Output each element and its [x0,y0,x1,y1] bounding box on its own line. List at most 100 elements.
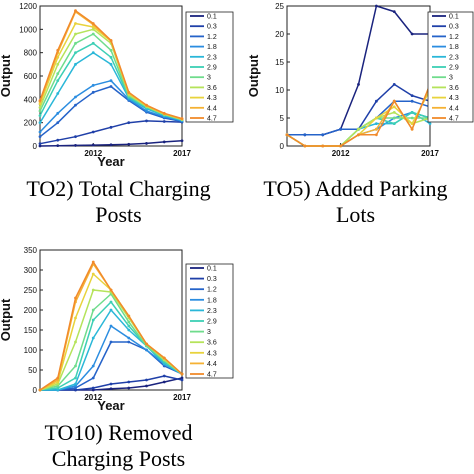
to5-legend-label: 2.3 [449,54,459,61]
to10-data-point [74,376,77,380]
to10-data-point [74,386,77,390]
to10-data-point [109,288,113,292]
to10-legend-label: 3 [207,329,211,336]
to2-legend-label: 0.1 [207,14,217,21]
to2-ytick-label: 400 [24,95,38,104]
to2-data-point [38,135,42,139]
to5-data-point [410,127,414,131]
to2-ytick-label: 1200 [19,2,37,11]
to2-data-point [56,72,60,76]
to5-data-point [392,122,396,125]
to5-data-point [285,133,289,137]
to2-x-axis-label: Year [97,154,124,169]
to2-data-point [74,95,77,99]
to5-ytick-label: 10 [275,86,284,95]
to2-data-point [38,130,42,134]
to10-data-point [145,384,148,388]
to2-plot-frame [39,5,183,147]
to5-data-point [374,4,378,8]
to10-data-point [56,376,60,380]
to5-data-point [410,32,414,36]
to5-data-point [321,144,325,148]
caption-to10: TO10) Removed Charging Posts [0,420,237,472]
to2-data-point [162,111,166,115]
to2-data-point [38,99,42,102]
to10-data-point [162,356,166,360]
to2-data-point [109,85,113,88]
to2-data-point [109,62,113,66]
to2-data-point [38,106,42,109]
to2-data-point [74,135,77,139]
to10-data-point [56,386,60,390]
to10-data-point [74,382,77,386]
to10-data-point [74,296,77,300]
to10-data-point [180,376,184,380]
to2-data-point [38,114,42,118]
caption-to5-line1: TO5) Added Parking [263,176,448,201]
to2-legend-label: 1.8 [207,44,217,51]
to2-legend-label: 2.3 [207,54,217,61]
to2-data-point [56,48,60,52]
to10-data-point [162,364,166,368]
to2-data-point [56,79,60,83]
to2-data-point [109,55,113,59]
to10-data-point [91,260,95,264]
to10-data-point [180,378,184,382]
to5-ytick-label: 5 [280,114,285,123]
to5-ytick-label: 20 [275,30,284,39]
to10-ytick-label: 300 [24,266,38,275]
to10-data-point [162,374,166,378]
to2-data-point [109,125,113,129]
to10-data-point [74,316,77,320]
to10-data-point [56,384,60,388]
to5-data-point [410,111,414,114]
to2-legend-label: 4.3 [207,95,217,102]
to2-data-point [91,90,95,94]
to5-data-point [410,116,414,120]
to10-data-point [127,328,131,332]
to2-ytick-label: 0 [33,142,38,151]
to5-data-point [392,105,396,109]
to2-data-point [38,102,42,106]
to5-data-point [392,99,396,103]
to2-y-axis-label: Output [0,54,13,97]
to5-legend-label: 0.3 [449,24,459,31]
to2-data-point [56,92,60,95]
to2-data-point [109,39,113,42]
to10-data-point [145,342,148,346]
to10-data-point [109,382,113,386]
to5-data-point [392,111,396,114]
to2-ytick-label: 800 [24,49,38,58]
to2-legend-label: 3.6 [207,85,217,92]
to10-data-point [109,387,113,391]
to5-data-point [374,127,378,131]
to2-legend-label: 2.9 [207,65,217,72]
to10-data-point [38,388,42,392]
to10-plot-frame [39,249,183,391]
to10-legend-label: 2.3 [207,308,217,315]
to10-data-point [91,272,95,276]
to2-xtick-label: 2012 [84,149,102,158]
to2-legend-label: 4.7 [207,116,217,123]
to2-data-point [74,9,77,13]
to10-data-point [180,372,184,376]
to2-chart: 0 200 400 600 800 1000 1200 2012 2017 Year Output 0… [0,2,234,169]
to10-data-point [91,288,95,292]
to10-data-point [91,388,95,392]
to5-legend-label: 4.7 [449,116,459,123]
to10-xtick-label: 2012 [84,393,102,402]
to10-data-point [127,314,131,318]
to5-data-point [410,99,414,103]
to5-data-point [303,144,307,148]
to10-legend-label: 1.2 [207,287,217,294]
to10-data-point [56,380,60,384]
to10-data-point [127,320,131,324]
to2-data-point [91,41,95,45]
caption-to2: TO2) Total Charging Posts [0,176,237,228]
to5-data-point [392,10,396,13]
to10-data-point [127,340,131,344]
to5-data-point [374,133,378,137]
to10-y-axis-label: Output [0,298,13,341]
to2-data-point [145,109,148,113]
to2-legend-label: 4.4 [207,105,217,112]
